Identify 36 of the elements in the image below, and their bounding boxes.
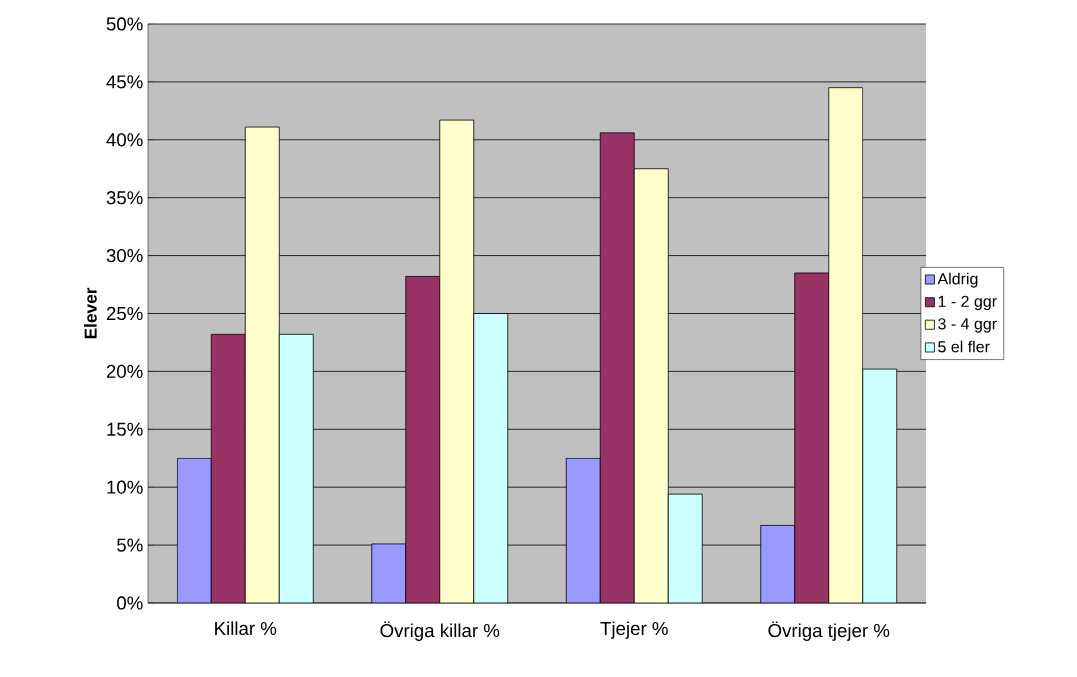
bar xyxy=(599,132,635,603)
legend-label: 3 - 4 ggr xyxy=(938,318,997,333)
y-tick-label: 45% xyxy=(106,75,143,89)
bar xyxy=(405,276,441,603)
legend-label: 1 - 2 ggr xyxy=(938,295,997,311)
y-tick-label: 35% xyxy=(106,191,143,205)
bar xyxy=(244,126,280,603)
y-tick-label: 5% xyxy=(117,538,143,552)
y-tick-label: 15% xyxy=(107,422,143,436)
x-tick-label: Tjejer % xyxy=(600,621,668,639)
y-tick-label: 30% xyxy=(106,248,143,263)
bar xyxy=(794,272,830,603)
legend-label: 5 el fler xyxy=(938,340,990,353)
x-tick-label: Övriga tjejer % xyxy=(768,621,890,641)
y-axis-title: Elever xyxy=(84,287,97,339)
bar xyxy=(473,313,509,603)
bar xyxy=(210,333,246,603)
y-tick-label: 10% xyxy=(107,480,143,494)
x-tick-label: Övriga killar % xyxy=(380,621,500,641)
y-tick-label: 25% xyxy=(106,306,143,321)
y-tick-label: 40% xyxy=(106,133,143,147)
bar xyxy=(667,493,703,603)
bar xyxy=(176,457,212,603)
bar xyxy=(371,543,407,603)
x-tick-label: Killar % xyxy=(215,621,277,636)
bar xyxy=(633,168,669,603)
y-tick-label: 0% xyxy=(117,596,143,610)
y-tick-label: 50% xyxy=(106,17,143,31)
bar xyxy=(760,525,796,603)
bar xyxy=(862,368,898,603)
y-tick-label: 20% xyxy=(106,364,143,378)
bar xyxy=(278,333,314,603)
bar xyxy=(828,87,864,603)
bar xyxy=(565,457,601,603)
legend-label: Aldrig xyxy=(937,272,978,288)
bar xyxy=(439,119,475,603)
